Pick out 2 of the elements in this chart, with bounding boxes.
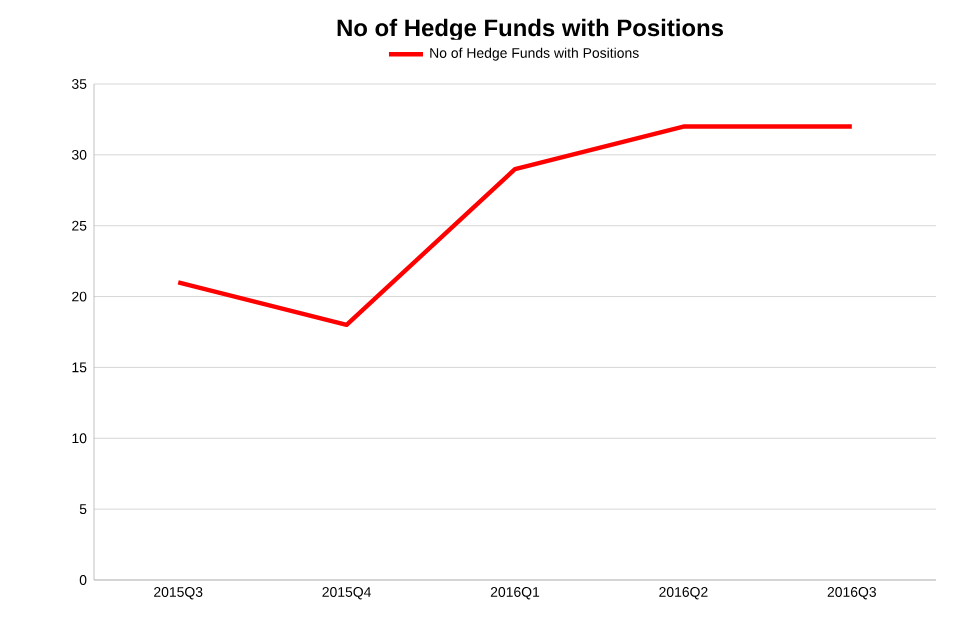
chart-title: No of Hedge Funds with Positions [337,18,723,42]
line-series [176,124,854,328]
